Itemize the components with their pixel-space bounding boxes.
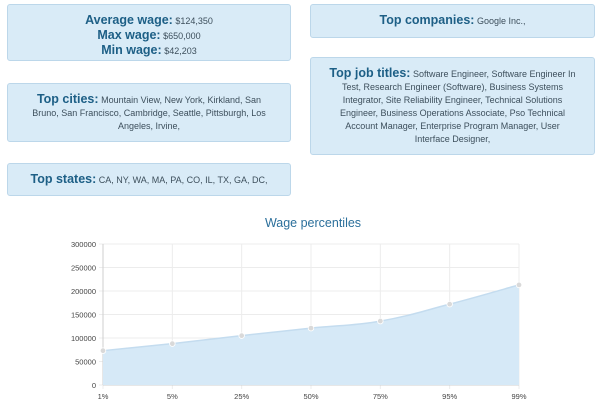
min-wage-value: $42,203 [164,46,197,56]
data-point[interactable] [238,332,245,339]
wages-card: Average wage: $124,350 Max wage: $650,00… [7,4,291,61]
y-tick-label: 250000 [71,264,96,273]
x-tick-label: 5% [167,392,178,401]
data-point[interactable] [515,281,523,289]
data-point[interactable] [169,340,176,347]
top-job-titles-value: Software Engineer, Software Engineer In … [340,69,576,144]
wage-percentiles-chart: 0 50000 100000 150000 200000 250000 300000 1% 5… [71,240,527,401]
y-tick-label: 0 [92,381,96,390]
chart-title: Wage percentiles [264,216,362,230]
average-wage-value: $124,350 [175,16,213,26]
x-tick-label: 1% [98,392,109,401]
data-point[interactable] [377,317,384,325]
max-wage-row: Max wage: $650,000 [8,28,290,43]
data-point[interactable] [446,300,453,308]
x-tick-label: 95% [442,392,457,401]
x-axis-ticks: 1% 5% 25% 50% 75% 95% 99% [98,392,527,401]
series-area-fill [103,284,519,385]
average-wage-label: Average wage: [85,13,173,27]
x-tick-label: 25% [234,392,249,401]
data-point[interactable] [99,347,107,354]
average-wage-row: Average wage: $124,350 [8,13,290,28]
top-job-titles-card: Top job titles: Software Engineer, Softw… [310,57,595,155]
max-wage-label: Max wage: [97,28,161,42]
top-companies-value: Google Inc., [476,16,526,26]
top-companies-label: Top companies: [379,13,475,27]
y-tick-label: 100000 [71,334,96,343]
data-point[interactable] [307,324,315,332]
x-tick-label: 50% [303,392,318,401]
y-tick-label: 50000 [75,358,96,367]
chart-points [99,281,523,354]
y-axis-ticks: 0 50000 100000 150000 200000 250000 300000 [71,240,96,390]
top-companies-card: Top companies: Google Inc., [310,4,595,38]
min-wage-row: Min wage: $42,203 [8,43,290,58]
x-tick-label: 75% [373,392,388,401]
y-tick-label: 150000 [71,311,96,320]
top-job-titles-label: Top job titles: [329,66,411,80]
top-cities-value: Mountain View, New York, Kirkland, San B… [32,95,266,131]
top-cities-label: Top cities: [36,92,99,106]
max-wage-value: $650,000 [163,31,201,41]
top-states-card: Top states: CA, NY, WA, MA, PA, CO, IL, … [7,163,291,196]
y-tick-label: 300000 [71,240,96,249]
min-wage-label: Min wage: [101,43,162,57]
top-states-value: CA, NY, WA, MA, PA, CO, IL, TX, GA, DC, [98,175,268,185]
top-states-label: Top states: [30,172,97,186]
x-tick-label: 99% [511,392,526,401]
top-cities-card: Top cities: Mountain View, New York, Kir… [7,83,291,142]
y-tick-label: 200000 [71,287,96,296]
